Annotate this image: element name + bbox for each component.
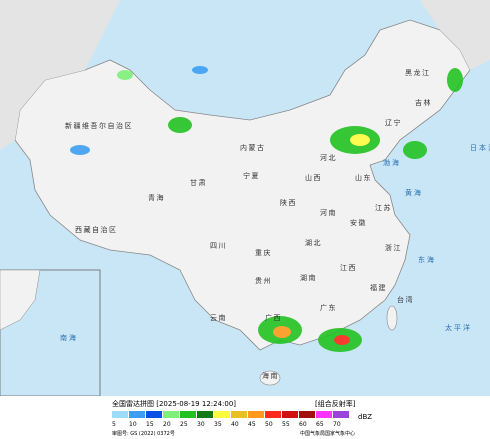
sea-label: 东海 (418, 255, 436, 264)
legend-swatch (265, 411, 281, 418)
sea-label: 日本海 (470, 143, 490, 152)
legend-tick: 5 (112, 421, 116, 428)
region-label: 黑龙江 (405, 68, 431, 77)
region-label: 江西 (340, 264, 357, 272)
region-label: 甘肃 (190, 178, 207, 187)
legend-title: 全国雷达拼图 [2025-08-19 12:24:00] (112, 399, 236, 408)
legend-swatch (146, 411, 162, 418)
region-label: 宁夏 (243, 171, 260, 180)
region-label: 湖北 (305, 238, 322, 247)
legend-tick: 15 (146, 421, 154, 428)
sea-label: 渤海 (383, 158, 401, 167)
legend-tick: 20 (163, 421, 171, 428)
region-label: 重庆 (255, 248, 272, 257)
legend-swatch (163, 411, 179, 418)
legend-tick: 70 (333, 421, 341, 428)
legend-swatch (333, 411, 349, 418)
region-label: 陕西 (280, 198, 297, 207)
legend-tick: 50 (265, 421, 273, 428)
region-label: 湖南 (300, 273, 317, 282)
radar-echo (70, 66, 463, 352)
region-label: 新疆维吾尔自治区 (65, 121, 133, 130)
sea-label: 黄海 (405, 188, 423, 197)
legend-tick: 10 (129, 421, 137, 428)
legend-swatch (231, 411, 247, 418)
region-label: 安徽 (350, 218, 367, 227)
agency: 中国气象局国家气象中心 (300, 430, 355, 437)
region-label: 海南 (262, 371, 279, 380)
region-label: 辽宁 (385, 118, 402, 127)
legend-swatch (180, 411, 196, 418)
region-label: 云南 (210, 313, 227, 322)
legend-unit: dBZ (358, 413, 372, 421)
region-label: 台湾 (397, 295, 414, 304)
region-label: 山西 (305, 173, 322, 182)
region-label: 四川 (210, 242, 227, 250)
region-label: 河南 (320, 208, 337, 217)
island (259, 370, 281, 386)
legend-swatch (282, 411, 298, 418)
legend-swatch (214, 411, 230, 418)
inset-land (0, 269, 41, 331)
region-label: 广东 (320, 303, 337, 312)
approval: 审图号: GS (2022) 0372号 (112, 430, 175, 437)
legend-tick: 40 (231, 421, 239, 428)
legend-swatch (129, 411, 145, 418)
region-label: 广西 (265, 313, 282, 322)
region-label: 内蒙古 (240, 143, 266, 152)
legend-swatch (248, 411, 264, 418)
legend-tick: 45 (248, 421, 256, 428)
legend-product: [组合反射率] (315, 399, 356, 408)
sea-label: 太平洋 (445, 323, 472, 332)
legend-swatch (197, 411, 213, 418)
legend-tick: 25 (180, 421, 188, 428)
region-label: 青海 (148, 193, 165, 202)
region-label: 吉林 (415, 98, 432, 107)
region-label: 山东 (355, 173, 372, 182)
neighbor-land (0, 0, 490, 150)
region-label: 浙江 (385, 243, 402, 252)
legend-tick: 30 (197, 421, 205, 428)
legend-swatch (316, 411, 332, 418)
legend-tick: 35 (214, 421, 222, 428)
region-label: 福建 (370, 283, 387, 292)
legend-swatch (299, 411, 315, 418)
region-label: 贵州 (255, 276, 272, 285)
island (386, 305, 398, 331)
region-label: 江苏 (375, 203, 392, 212)
legend-tick: 55 (282, 421, 290, 428)
sea-label: 南海 (60, 333, 78, 342)
legend-tick: 65 (316, 421, 324, 428)
region-label: 西藏自治区 (75, 225, 118, 234)
legend-tick: 60 (299, 421, 307, 428)
region-label: 河北 (320, 154, 337, 162)
land (14, 19, 471, 351)
legend-swatch (112, 411, 128, 418)
